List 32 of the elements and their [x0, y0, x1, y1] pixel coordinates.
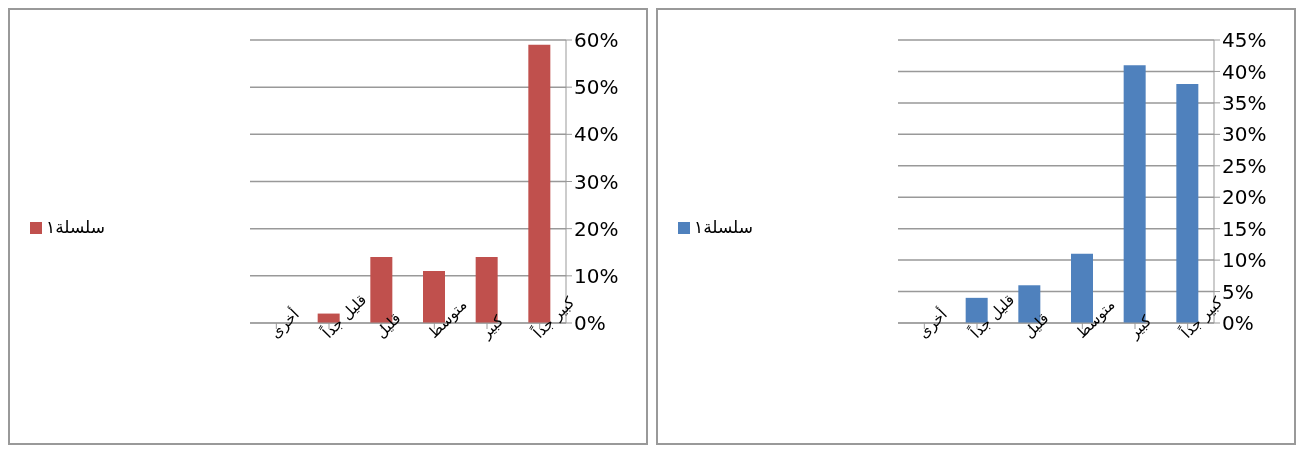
- x-tick-label: قليل جداً: [317, 289, 371, 343]
- y-tick-label: 25%: [1222, 153, 1267, 178]
- legend-label: سلسلة١: [694, 216, 753, 237]
- x-tick-label: كبير: [1124, 311, 1156, 343]
- x-tick-label: أخرى: [265, 304, 303, 342]
- x-tick-label: قليل: [371, 309, 405, 342]
- y-tick-label: 5%: [1222, 279, 1254, 304]
- x-tick-label: قليل جداً: [965, 289, 1019, 343]
- x-tick-label: قليل: [1019, 309, 1053, 342]
- x-tick-label: متوسط: [1072, 295, 1119, 342]
- y-tick-label: 30%: [1222, 122, 1267, 147]
- y-tick-label: 45%: [1222, 28, 1267, 53]
- y-tick-label: 10%: [1222, 248, 1267, 273]
- bar: [1176, 84, 1199, 323]
- y-tick-label: 10%: [574, 263, 619, 288]
- x-tick-label: كبير: [476, 311, 508, 343]
- bar: [965, 297, 988, 323]
- y-tick-label: 0%: [1222, 311, 1254, 336]
- y-tick-label: 20%: [1222, 185, 1267, 210]
- x-tick-label: أخرى: [913, 304, 951, 342]
- y-tick-label: 15%: [1222, 216, 1267, 241]
- legend-label: سلسلة١: [46, 216, 105, 237]
- x-tick-label: متوسط: [424, 295, 471, 342]
- y-tick-label: 20%: [574, 216, 619, 241]
- y-tick-label: 30%: [574, 169, 619, 194]
- y-tick-label: 40%: [574, 122, 619, 147]
- y-tick-label: 40%: [1222, 59, 1267, 84]
- bar: [528, 44, 551, 323]
- y-tick-label: 35%: [1222, 90, 1267, 115]
- y-tick-label: 0%: [574, 311, 606, 336]
- y-tick-label: 60%: [574, 28, 619, 53]
- y-tick-label: 50%: [574, 75, 619, 100]
